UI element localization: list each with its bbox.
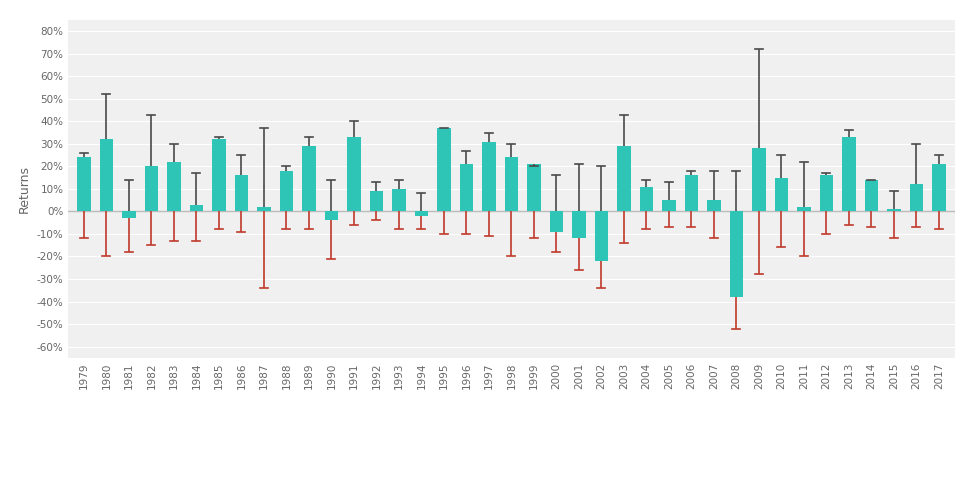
Bar: [910, 184, 923, 211]
Bar: [324, 211, 338, 220]
Bar: [774, 177, 788, 211]
Bar: [369, 191, 383, 211]
Bar: [843, 137, 855, 211]
Bar: [235, 175, 248, 211]
Bar: [527, 164, 541, 211]
Bar: [77, 158, 91, 211]
Bar: [685, 175, 698, 211]
Bar: [819, 175, 833, 211]
Bar: [752, 148, 766, 211]
Bar: [145, 166, 158, 211]
Bar: [190, 205, 204, 211]
Bar: [302, 146, 316, 211]
Bar: [415, 211, 429, 216]
Bar: [168, 162, 180, 211]
Y-axis label: Returns: Returns: [18, 165, 31, 213]
Bar: [482, 142, 496, 211]
Bar: [460, 164, 473, 211]
Bar: [572, 211, 585, 239]
Bar: [212, 139, 226, 211]
Bar: [640, 186, 654, 211]
Bar: [122, 211, 135, 218]
Bar: [280, 171, 293, 211]
Bar: [618, 146, 630, 211]
Bar: [707, 200, 721, 211]
Bar: [865, 180, 878, 211]
Bar: [662, 200, 676, 211]
Bar: [257, 207, 271, 211]
Bar: [505, 158, 518, 211]
Bar: [797, 207, 810, 211]
Bar: [887, 209, 901, 211]
Bar: [437, 128, 451, 211]
Bar: [932, 164, 946, 211]
Bar: [99, 139, 113, 211]
Bar: [730, 211, 743, 297]
Bar: [393, 189, 405, 211]
Bar: [549, 211, 563, 232]
Bar: [594, 211, 608, 261]
Bar: [347, 137, 360, 211]
